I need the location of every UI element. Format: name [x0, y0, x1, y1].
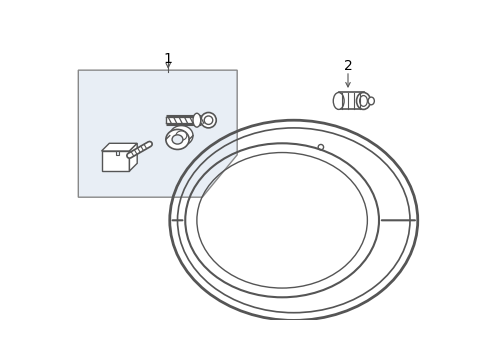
Polygon shape [116, 151, 120, 155]
Ellipse shape [360, 95, 368, 106]
Ellipse shape [368, 97, 374, 105]
Polygon shape [101, 151, 129, 171]
Text: 1: 1 [164, 51, 172, 66]
Ellipse shape [166, 130, 189, 149]
Ellipse shape [176, 131, 187, 140]
Polygon shape [129, 143, 137, 171]
Text: 2: 2 [343, 59, 352, 73]
Ellipse shape [172, 135, 183, 144]
Ellipse shape [357, 93, 370, 109]
Ellipse shape [201, 112, 216, 128]
Polygon shape [101, 143, 137, 151]
Ellipse shape [204, 116, 213, 125]
Polygon shape [339, 93, 364, 109]
Ellipse shape [170, 126, 193, 145]
Ellipse shape [333, 93, 344, 109]
Ellipse shape [193, 113, 201, 127]
Polygon shape [78, 70, 237, 197]
